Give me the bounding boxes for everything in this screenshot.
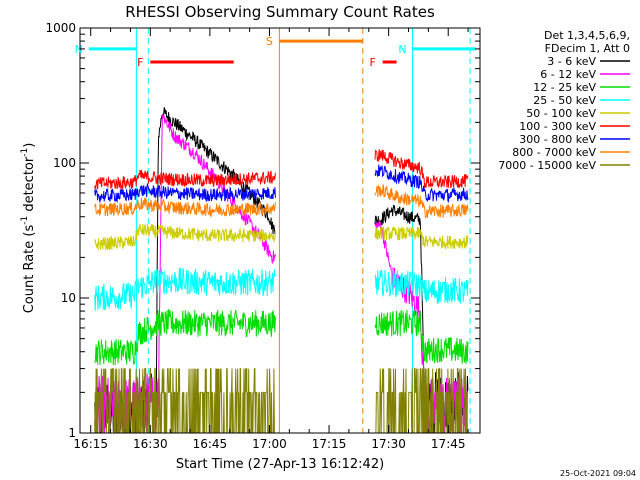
series-line-2-1 [374,309,469,364]
flag-label-0: N [75,43,83,56]
x-tick-label-3: 17:00 [252,437,287,451]
series-line-5-1 [374,149,469,189]
x-axis-label: Start Time (27-Apr-13 16:12:42) [176,457,384,472]
legend-label-6: 300 - 800 keV [519,133,596,146]
series-line-4-1 [374,225,469,250]
chart-title: RHESSI Observing Summary Count Rates [125,3,435,21]
x-tick-label-5: 17:30 [371,437,406,451]
x-tick-label-1: 16:30 [133,437,168,451]
plot-frame [79,27,481,434]
plot-area [94,28,471,434]
legend-label-2: 12 - 25 keV [533,81,596,94]
legend-label-8: 7000 - 15000 keV [498,159,596,172]
series-line-3-1 [374,269,469,305]
legend-header-1: FDecim 1, Att 0 [545,42,630,55]
x-tick-label-2: 16:45 [193,437,228,451]
flag-label-3: F [370,56,376,69]
series-line-7-0 [94,197,276,218]
series-line-2-0 [94,308,276,366]
y-tick-label-2: 100 [53,156,76,170]
y-tick-label-0: 1 [68,426,76,440]
series-line-7-1 [374,184,469,219]
flag-label-1: N [398,43,406,56]
x-tick-label-0: 16:15 [73,437,108,451]
series-line-4-0 [94,223,276,251]
series-line-3-0 [94,267,276,312]
legend: Det 1,3,4,5,6,9,FDecim 1, Att 03 - 6 keV… [498,29,630,172]
series-line-5-0 [94,169,276,190]
instrument-flags: N N F F S [75,35,477,69]
legend-label-3: 25 - 50 keV [533,94,596,107]
flag-label-4: S [266,35,273,48]
plot-border [79,27,481,434]
legend-label-7: 800 - 7000 keV [512,146,596,159]
flag-label-2: F [137,56,143,69]
y-axis-label: Count Rate (s-1 detector-1) [20,143,37,314]
legend-label-1: 6 - 12 keV [540,68,596,81]
legend-label-0: 3 - 6 keV [547,55,596,68]
axis-ticks: 16:15 16:30 16:45 17:00 17:15 17:30 17:45 1 10 10… [45,21,480,451]
x-tick-label-4: 17:15 [312,437,347,451]
legend-label-4: 50 - 100 keV [526,107,596,120]
y-tick-label-3: 1000 [45,21,76,35]
series-line-6-0 [94,182,276,204]
y-tick-label-1: 10 [61,291,76,305]
legend-label-5: 100 - 300 keV [519,120,596,133]
legend-header-0: Det 1,3,4,5,6,9, [544,29,630,42]
series-line-6-1 [374,164,469,204]
series-line-8-1 [375,368,468,434]
plot-timestamp: 25-Oct-2021 09:04 [560,469,636,478]
x-tick-label-6: 17:45 [431,437,466,451]
